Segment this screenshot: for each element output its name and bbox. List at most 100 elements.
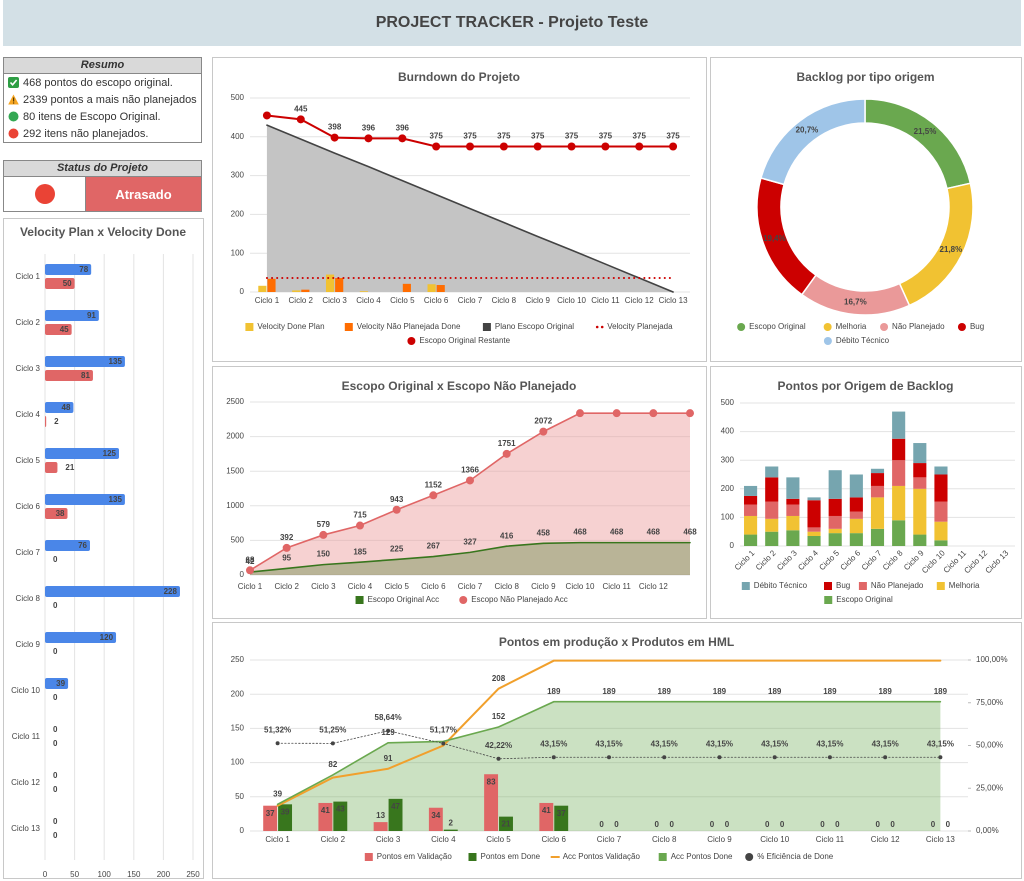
bar-label: 91 xyxy=(87,311,96,320)
legend-label: Melhoria xyxy=(836,322,867,331)
x-tick-label: Ciclo 3 xyxy=(311,582,336,591)
legend-label: Escopo Original xyxy=(836,595,893,604)
legend-marker xyxy=(936,582,945,590)
bar xyxy=(45,508,68,519)
bar xyxy=(263,805,278,831)
data-label: 43,15% xyxy=(706,739,733,748)
point xyxy=(502,449,511,458)
legend-label: Acc Pontos Done xyxy=(671,852,733,861)
data-label: 375 xyxy=(463,132,477,141)
y-tick-label: 200 xyxy=(231,689,245,698)
point xyxy=(551,755,556,760)
point xyxy=(466,142,474,151)
point xyxy=(576,409,584,418)
legend-label: Escopo Original Acc xyxy=(368,595,440,604)
chart-title: Burndown do Projeto xyxy=(398,70,520,84)
data-label: 68 xyxy=(246,555,255,564)
data-label: 375 xyxy=(599,132,613,141)
bar-label: 228 xyxy=(164,587,178,596)
legend-label: Escopo Não Planejado Acc xyxy=(471,595,568,604)
summary-text: 468 pontos do escopo original. xyxy=(23,76,173,89)
y-tick-label: 300 xyxy=(721,455,735,464)
bar-segment xyxy=(849,511,863,519)
x-tick-label: Ciclo 1 xyxy=(265,835,290,844)
bar-segment xyxy=(744,515,758,535)
y2-tick-label: 0,00% xyxy=(976,826,999,835)
bar xyxy=(301,289,310,292)
x-tick-label: Ciclo 12 xyxy=(625,296,654,305)
data-label: 375 xyxy=(497,132,511,141)
bar-segment xyxy=(828,498,842,516)
y-tick-label: Ciclo 8 xyxy=(16,594,41,603)
bar-segment xyxy=(934,501,948,522)
legend-marker xyxy=(600,325,604,329)
point xyxy=(466,476,474,485)
y-tick-label: 150 xyxy=(231,724,245,733)
data-label: 51,25% xyxy=(319,725,346,734)
bar-label: 0 xyxy=(765,820,770,829)
data-label: 43,15% xyxy=(540,739,567,748)
data-label: 185 xyxy=(353,547,367,556)
data-label: 150 xyxy=(317,550,331,559)
y-tick-label: Ciclo 11 xyxy=(12,732,41,741)
bar-label: 0 xyxy=(725,820,730,829)
y-tick-label: Ciclo 2 xyxy=(16,318,41,327)
point xyxy=(429,491,438,500)
bar-label: 0 xyxy=(835,820,840,829)
y-tick-label: Ciclo 12 xyxy=(11,778,40,787)
bar-segment xyxy=(892,411,906,439)
point xyxy=(392,505,401,514)
data-label: 51,32% xyxy=(264,725,291,734)
bar xyxy=(45,678,69,689)
x-tick-label: Ciclo 7 xyxy=(597,835,622,844)
x-tick-label: Ciclo 9 xyxy=(707,835,732,844)
data-label: 51,17% xyxy=(430,726,457,735)
x-tick-label: 200 xyxy=(157,870,171,879)
data-label: 468 xyxy=(647,528,661,537)
data-label: 58,64% xyxy=(375,713,402,722)
bar-segment xyxy=(870,485,885,498)
bar-segment xyxy=(934,466,948,475)
y-tick-label: Ciclo 13 xyxy=(11,824,40,833)
bar-label: 0 xyxy=(780,820,785,829)
point xyxy=(262,111,271,120)
x-tick-label: 0 xyxy=(43,870,48,879)
chart-panel xyxy=(212,622,1022,879)
point xyxy=(662,755,667,760)
point xyxy=(330,133,339,142)
bar xyxy=(45,402,74,413)
y-tick-label: Ciclo 7 xyxy=(16,548,41,557)
bar-segment xyxy=(870,528,885,546)
bar-label: 37 xyxy=(557,809,566,818)
bar-label: 0 xyxy=(53,693,58,702)
data-label: 42 xyxy=(246,557,255,566)
y-tick-label: 1500 xyxy=(226,466,244,475)
y-tick-label: 400 xyxy=(721,427,735,436)
line xyxy=(266,124,674,293)
legend-label: Escopo Original Restante xyxy=(419,336,510,345)
bar-segment xyxy=(870,497,885,529)
data-label: 39 xyxy=(273,789,282,798)
bar-label: 0 xyxy=(655,820,660,829)
bar-label: 135 xyxy=(109,495,123,504)
y-tick-label: 1000 xyxy=(226,501,244,510)
bar-segment xyxy=(786,504,800,516)
bar xyxy=(45,632,117,643)
chart-title: Velocity Plan x Velocity Done xyxy=(20,225,186,239)
y2-tick-label: 100,00% xyxy=(976,655,1008,664)
bar-segment xyxy=(786,477,800,499)
x-tick-label: Ciclo 2 xyxy=(289,296,314,305)
data-label: 43,15% xyxy=(595,739,622,748)
bar-label: 0 xyxy=(931,820,936,829)
bar-segment xyxy=(934,474,948,502)
bar-segment xyxy=(807,535,821,546)
y-tick-label: 100 xyxy=(721,513,735,522)
bar-label: 0 xyxy=(53,739,58,748)
bar-label: 0 xyxy=(53,647,58,656)
point xyxy=(356,521,364,530)
bar-label: 0 xyxy=(710,820,715,829)
legend-label: Velocity Não Planejada Done xyxy=(357,322,461,331)
bar xyxy=(292,290,301,292)
bar xyxy=(388,798,403,831)
